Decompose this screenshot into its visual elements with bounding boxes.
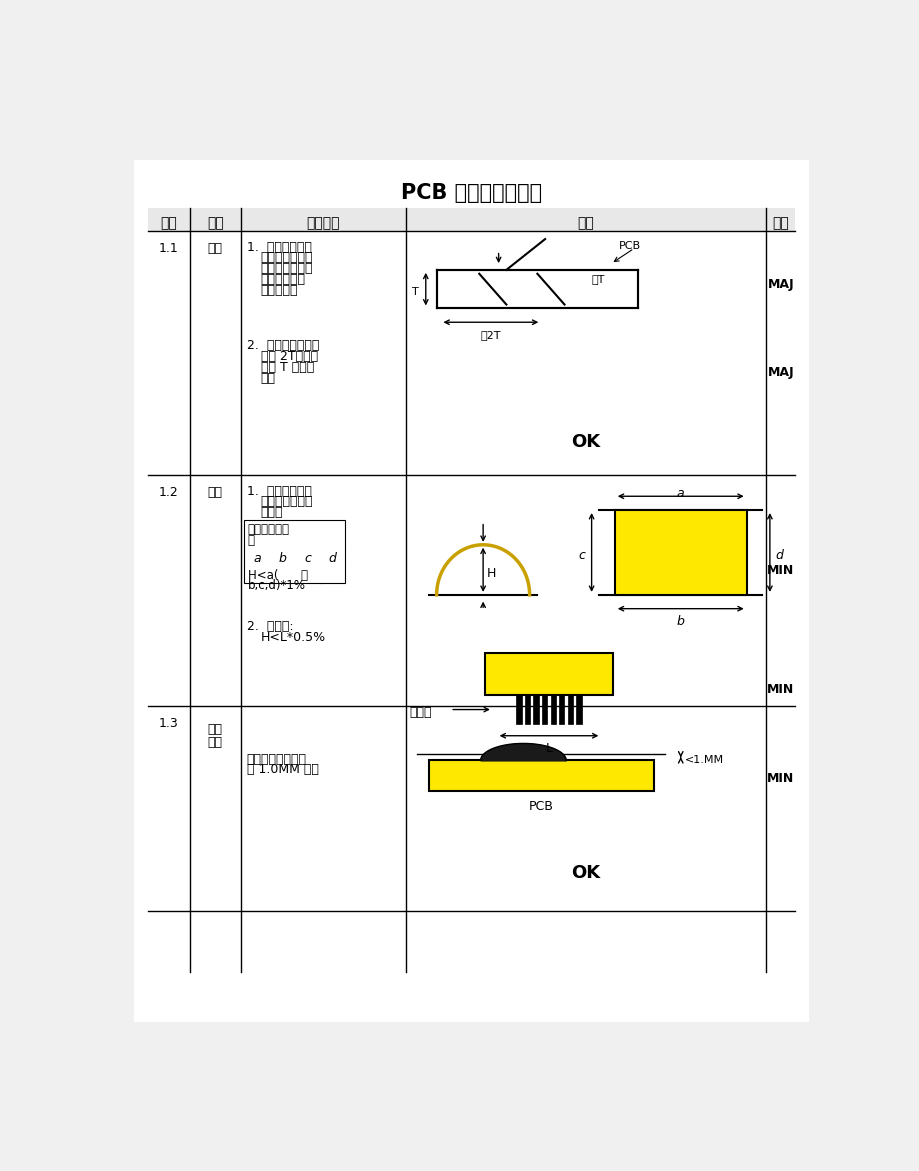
Text: 板边: 板边 bbox=[208, 724, 222, 737]
Text: 1.2: 1.2 bbox=[159, 486, 178, 499]
Bar bbox=[614, 511, 746, 595]
Text: d: d bbox=[328, 553, 336, 566]
Text: 1.3: 1.3 bbox=[159, 718, 178, 731]
Text: MAJ: MAJ bbox=[766, 278, 793, 290]
Text: 1.  超过要求为不: 1. 超过要求为不 bbox=[246, 485, 312, 498]
Text: 弯曲: 弯曲 bbox=[208, 486, 222, 499]
Text: 2.  连接部:: 2. 连接部: bbox=[246, 621, 293, 634]
Text: 判定: 判定 bbox=[772, 217, 789, 231]
Text: MIN: MIN bbox=[766, 772, 793, 785]
Text: H<L*0.5%: H<L*0.5% bbox=[260, 631, 325, 644]
Text: OK: OK bbox=[571, 864, 600, 882]
Text: MIN: MIN bbox=[766, 684, 793, 697]
Text: b,c,d)*1%: b,c,d)*1% bbox=[247, 580, 305, 593]
Text: <1.MM: <1.MM bbox=[684, 755, 723, 766]
Bar bbox=[437, 269, 638, 308]
Text: 2.  底板破损，长不: 2. 底板破损，长不 bbox=[246, 340, 319, 352]
Text: 造成短路。: 造成短路。 bbox=[260, 283, 298, 296]
Text: MAJ: MAJ bbox=[766, 367, 793, 379]
Text: 在 1.0MM 以下: 在 1.0MM 以下 bbox=[246, 763, 318, 776]
Text: c: c bbox=[303, 553, 311, 566]
Text: PCB: PCB bbox=[618, 240, 641, 251]
Text: 1.1: 1.1 bbox=[159, 242, 178, 255]
Text: a: a bbox=[253, 553, 261, 566]
Text: 超过 T 时可以: 超过 T 时可以 bbox=[260, 361, 313, 374]
Text: 〈2T: 〈2T bbox=[480, 330, 501, 340]
Text: 无因切割不良: 无因切割不良 bbox=[260, 273, 305, 286]
Text: 〈T: 〈T bbox=[591, 274, 605, 285]
Text: 多锡: 多锡 bbox=[208, 735, 222, 748]
Text: 计算：: 计算： bbox=[260, 506, 283, 519]
Bar bbox=[559, 694, 564, 724]
Text: 路，通孔等，应: 路，通孔等，应 bbox=[260, 252, 312, 265]
Text: 序号: 序号 bbox=[160, 217, 177, 231]
Bar bbox=[484, 652, 612, 694]
Text: 超过 2T；宽不: 超过 2T；宽不 bbox=[260, 350, 317, 363]
Text: 弯曲距离的计: 弯曲距离的计 bbox=[247, 523, 289, 536]
Bar bbox=[244, 520, 345, 583]
Text: 1.  底板外表，线: 1. 底板外表，线 bbox=[246, 240, 312, 254]
Text: b: b bbox=[676, 615, 684, 628]
Text: 图解: 图解 bbox=[577, 217, 594, 231]
Text: PCB 板外观检查标准: PCB 板外观检查标准 bbox=[401, 183, 541, 203]
Text: 无裂纹／切断；: 无裂纹／切断； bbox=[260, 262, 312, 275]
Text: PCB: PCB bbox=[528, 801, 553, 814]
Text: b: b bbox=[278, 553, 286, 566]
Bar bbox=[550, 694, 555, 724]
Text: 良，弯曲程度的: 良，弯曲程度的 bbox=[260, 495, 312, 508]
Bar bbox=[147, 208, 795, 232]
Text: a: a bbox=[676, 487, 684, 500]
Text: T: T bbox=[411, 287, 418, 297]
Text: H: H bbox=[486, 567, 496, 580]
Text: L: L bbox=[545, 742, 552, 755]
Text: MIN: MIN bbox=[766, 564, 793, 577]
Bar bbox=[516, 694, 521, 724]
Bar bbox=[567, 694, 573, 724]
Text: 工程: 工程 bbox=[207, 217, 223, 231]
Bar bbox=[533, 694, 539, 724]
Text: OK: OK bbox=[571, 433, 600, 451]
Bar bbox=[525, 694, 530, 724]
Bar bbox=[147, 208, 795, 972]
Bar bbox=[541, 694, 547, 724]
Text: 承受: 承受 bbox=[260, 371, 276, 384]
Text: 线路上多锡，厚度: 线路上多锡，厚度 bbox=[246, 753, 306, 766]
Text: 检验要求: 检验要求 bbox=[306, 217, 339, 231]
Bar bbox=[575, 694, 581, 724]
Text: 算: 算 bbox=[247, 534, 255, 547]
Text: c: c bbox=[578, 549, 585, 562]
Text: H<a(      或: H<a( 或 bbox=[247, 569, 307, 582]
Text: 连接部: 连接部 bbox=[409, 706, 432, 719]
Bar bbox=[428, 760, 652, 792]
Text: d: d bbox=[775, 549, 782, 562]
Text: 破损: 破损 bbox=[208, 242, 222, 255]
